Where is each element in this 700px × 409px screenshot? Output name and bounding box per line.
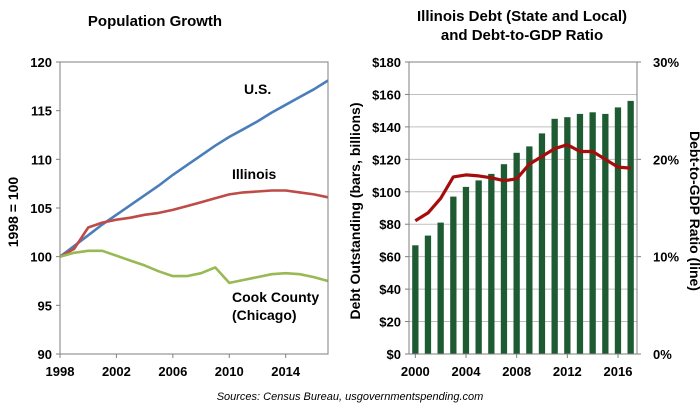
series-label-us: U.S. — [244, 81, 271, 97]
debt-x-tick-label: 2008 — [502, 364, 531, 379]
population-plot-frame — [59, 61, 329, 355]
debt-bar-2014 — [589, 112, 596, 354]
series-label-cook-county: Cook County — [232, 289, 319, 305]
debt-left-ticks: $0 $20 $40 $60 $80 $100 $120 $140 $160 $180 — [372, 55, 409, 362]
debt-chart: Illinois Debt (State and Local) and Debt… — [347, 8, 700, 379]
debt-right-tick-label: 20% — [653, 152, 679, 167]
source-note: Sources: Census Bureau, usgovernmentspen… — [217, 391, 484, 403]
debt-chart-title-line-2: and Debt-to-GDP Ratio — [441, 27, 603, 44]
debt-bar-2011 — [551, 118, 558, 354]
population-y-tick-label: 120 — [30, 55, 52, 70]
debt-bar-2015 — [602, 113, 609, 355]
population-y-tick-label: 95 — [38, 298, 52, 313]
debt-bar-2006 — [488, 173, 495, 354]
population-y-tick-label: 110 — [31, 152, 52, 167]
debt-to-gdp-line — [414, 143, 631, 223]
debt-left-tick-label: $140 — [372, 120, 401, 135]
debt-x-tick-label: 2016 — [604, 364, 633, 379]
debt-ratio-line — [414, 143, 631, 223]
population-series — [59, 79, 329, 285]
debt-left-tick-label: $40 — [379, 282, 401, 297]
debt-x-tick-label: 2004 — [452, 364, 482, 379]
population-x-ticks: 1998 2002 2006 2010 2014 — [46, 354, 301, 379]
debt-left-tick-label: $120 — [372, 152, 401, 167]
debt-left-tick-label: $60 — [379, 250, 401, 265]
population-x-tick-label: 2002 — [102, 364, 131, 379]
debt-left-axis-label: Debt Outstanding (bars, billions) — [347, 103, 363, 320]
population-x-tick-label: 2006 — [158, 364, 187, 379]
debt-bar-2017 — [627, 100, 634, 355]
debt-right-axis-label: Debt-to-GDP Ratio (line) — [687, 131, 700, 291]
debt-bar-2000 — [412, 245, 419, 354]
debt-bar-2010 — [538, 133, 546, 354]
debt-bar-2003 — [450, 196, 457, 354]
debt-bar-2012 — [564, 117, 571, 354]
debt-bar-2004 — [462, 186, 470, 354]
debt-right-tick-label: 10% — [653, 250, 679, 265]
population-y-tick-label: 105 — [30, 201, 52, 216]
debt-gridlines — [409, 93, 637, 323]
debt-right-tick-label: 30% — [653, 55, 679, 70]
series-label-illinois: Illinois — [232, 166, 277, 182]
population-x-tick-label: 2010 — [215, 364, 244, 379]
population-x-tick-label: 1998 — [46, 364, 75, 379]
debt-bar-2009 — [526, 146, 533, 354]
debt-bar-2005 — [475, 180, 482, 354]
population-chart: Population Growth 1998 = 100 90 95 100 105 1… — [5, 13, 329, 379]
population-y-tick-label: 115 — [31, 104, 52, 119]
debt-left-tick-label: $100 — [372, 185, 401, 200]
debt-left-tick-label: $0 — [387, 347, 401, 362]
series-line-illinois — [59, 189, 329, 258]
debt-chart-title-line-1: Illinois Debt (State and Local) — [417, 8, 627, 25]
debt-bar-2007 — [500, 164, 508, 354]
debt-left-tick-label: $160 — [372, 87, 401, 102]
debt-bar-2008 — [513, 152, 520, 354]
debt-left-tick-label: $80 — [379, 217, 401, 232]
population-x-tick-label: 2014 — [271, 364, 301, 379]
debt-right-tick-label: 0% — [653, 347, 672, 362]
debt-right-ticks: 0% 10% 20% 30% — [637, 55, 679, 362]
debt-bar-2016 — [614, 107, 622, 355]
population-y-ticks: 90 95 100 105 110 115 120 — [30, 55, 60, 362]
debt-bar-2013 — [576, 113, 584, 355]
population-y-axis-label: 1998 = 100 — [5, 177, 21, 248]
series-line-cook-county-chicago — [59, 249, 329, 285]
debt-plot-frame — [408, 61, 638, 355]
population-chart-title: Population Growth — [88, 13, 222, 30]
debt-x-tick-label: 2000 — [401, 364, 430, 379]
series-label-chicago: (Chicago) — [232, 307, 297, 323]
debt-bar-2002 — [437, 222, 444, 354]
population-y-tick-label: 100 — [30, 250, 52, 265]
debt-bar-2001 — [424, 235, 432, 354]
series-line-u-s — [59, 79, 329, 258]
debt-left-tick-label: $20 — [379, 315, 401, 330]
debt-x-ticks: 2000 2004 2008 2012 2016 — [401, 354, 633, 379]
population-y-tick-label: 90 — [38, 347, 52, 362]
debt-x-tick-label: 2012 — [553, 364, 582, 379]
debt-left-tick-label: $180 — [372, 55, 401, 70]
debt-bars — [412, 100, 634, 355]
